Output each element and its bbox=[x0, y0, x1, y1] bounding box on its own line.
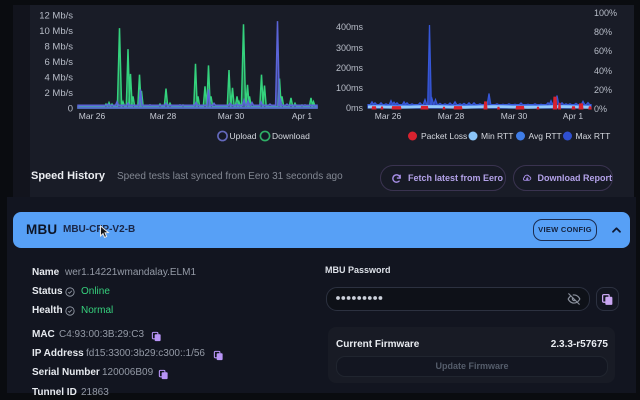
svg-text:Max RTT: Max RTT bbox=[576, 131, 611, 141]
svg-text:4 Mb/s: 4 Mb/s bbox=[44, 73, 73, 84]
svg-text:Mar 28: Mar 28 bbox=[438, 111, 465, 121]
svg-text:10 Mb/s: 10 Mb/s bbox=[39, 26, 73, 37]
svg-text:Mar 26: Mar 26 bbox=[375, 111, 402, 121]
svg-text:Download: Download bbox=[272, 131, 310, 141]
svg-text:Packet Loss: Packet Loss bbox=[421, 131, 467, 141]
svg-text:Mar 26: Mar 26 bbox=[79, 111, 106, 121]
svg-text:8 Mb/s: 8 Mb/s bbox=[44, 42, 73, 53]
svg-text:40%: 40% bbox=[594, 66, 612, 76]
svg-text:Upload: Upload bbox=[230, 131, 257, 141]
svg-text:12 Mb/s: 12 Mb/s bbox=[39, 11, 73, 22]
svg-text:Mar 30: Mar 30 bbox=[218, 111, 245, 121]
svg-text:100%: 100% bbox=[594, 8, 617, 18]
svg-text:Mar 28: Mar 28 bbox=[150, 111, 177, 121]
svg-text:Apr 1: Apr 1 bbox=[563, 111, 584, 121]
svg-text:80%: 80% bbox=[594, 27, 612, 37]
svg-text:Apr 1: Apr 1 bbox=[292, 111, 313, 121]
svg-text:60%: 60% bbox=[594, 46, 612, 56]
svg-text:20%: 20% bbox=[594, 85, 612, 95]
svg-text:100ms: 100ms bbox=[336, 83, 364, 93]
svg-text:200ms: 200ms bbox=[336, 63, 364, 73]
svg-text:400ms: 400ms bbox=[336, 22, 364, 32]
svg-text:0: 0 bbox=[68, 104, 73, 115]
svg-text:0%: 0% bbox=[594, 104, 607, 114]
svg-text:Mar 30: Mar 30 bbox=[501, 111, 528, 121]
svg-text:Avg RTT: Avg RTT bbox=[529, 131, 562, 141]
svg-text:6 Mb/s: 6 Mb/s bbox=[44, 57, 73, 68]
svg-text:Min RTT: Min RTT bbox=[481, 131, 513, 141]
svg-text:2 Mb/s: 2 Mb/s bbox=[44, 88, 73, 99]
svg-text:0ms: 0ms bbox=[346, 103, 364, 113]
svg-text:300ms: 300ms bbox=[336, 43, 364, 53]
